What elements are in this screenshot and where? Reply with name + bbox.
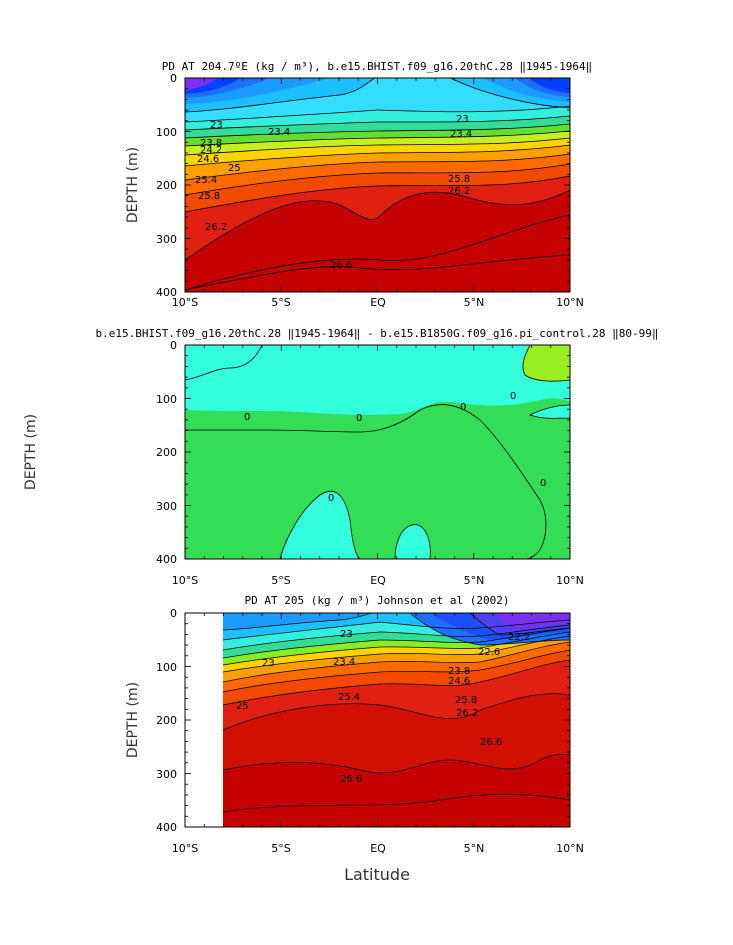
- panel-3-xlabel: Latitude: [344, 865, 410, 884]
- p3-label-22-2: 22.2: [508, 632, 530, 643]
- p1-label-24-6: 24.6: [197, 154, 219, 165]
- p3-ytick-200: 200: [156, 714, 177, 727]
- p3-label-25-8: 25.8: [455, 695, 477, 706]
- p3-xtick-eq: EQ: [370, 842, 386, 855]
- panel-2-difference: 0 0 0 0 0 0 b.e15.BHIST.f09_g16.20thC.28…: [23, 327, 658, 587]
- panel-3-contour-labels: 22.2 22.6 23 23 23.4 23.8 24.6 25 25.4 2…: [236, 629, 530, 785]
- p1-ytick-300: 300: [156, 233, 177, 246]
- p2-xtick-5s: 5°S: [271, 574, 290, 587]
- p3-ytick-100: 100: [156, 661, 177, 674]
- panel-3-contour-fill: [185, 613, 570, 827]
- p3-label-22-6: 22.6: [478, 647, 500, 658]
- p1-ytick-100: 100: [156, 126, 177, 139]
- p2-label-0-d: 0: [510, 391, 516, 402]
- p3-label-26-6-a: 26.6: [480, 737, 502, 748]
- panel-3-title: PD AT 205 (kg / m³) Johnson et al (2002): [245, 594, 510, 607]
- p2-label-0-f: 0: [328, 493, 334, 504]
- p2-label-0-c: 0: [460, 402, 466, 413]
- p1-label-25-8-right: 25.8: [448, 174, 470, 185]
- p2-xtick-10n: 10°N: [556, 574, 584, 587]
- p1-xtick-10n: 10°N: [556, 296, 584, 309]
- p3-label-26-2: 26.2: [456, 708, 478, 719]
- p2-ytick-200: 200: [156, 446, 177, 459]
- p1-label-25-8: 25.8: [198, 191, 220, 202]
- p1-xtick-5n: 5°N: [464, 296, 485, 309]
- p2-xtick-10s: 10°S: [172, 574, 198, 587]
- p1-ytick-200: 200: [156, 179, 177, 192]
- p2-label-0-b: 0: [356, 413, 362, 424]
- p1-ytick-400: 400: [156, 286, 177, 299]
- p3-label-23-a: 23: [340, 629, 353, 640]
- p3-label-26-6-b: 26.6: [340, 774, 362, 785]
- p2-ytick-0: 0: [170, 339, 177, 352]
- p3-xtick-10s: 10°S: [172, 842, 198, 855]
- p3-label-23-b: 23: [262, 658, 275, 669]
- panel-3-y-ticks: 0 100 200 300 400: [156, 607, 177, 834]
- p2-label-0-a: 0: [244, 412, 250, 423]
- p3-ytick-0: 0: [170, 607, 177, 620]
- panel-2-contour-fill: [185, 345, 570, 559]
- panel-2-contour-labels: 0 0 0 0 0 0: [244, 391, 546, 504]
- p3-ytick-300: 300: [156, 768, 177, 781]
- panel-1-model-density: 23 23.4 23.8 24.2 24.6 25 25.4 25.8 26.2…: [125, 60, 592, 309]
- panel-1-contour-lines: [185, 78, 570, 291]
- p3-label-25: 25: [236, 701, 249, 712]
- p2-label-0-e: 0: [540, 478, 546, 489]
- panel-1-y-ticks: 0 100 200 300 400: [156, 72, 177, 299]
- p1-label-23-8: 23.8: [200, 138, 222, 149]
- p2-xtick-5n: 5°N: [464, 574, 485, 587]
- axis-tick-marks: [184, 77, 571, 828]
- p1-label-23-4: 23.4: [268, 127, 290, 138]
- p2-xtick-eq: EQ: [370, 574, 386, 587]
- p3-label-24-6: 24.6: [448, 676, 470, 687]
- p3-label-23-8: 23.8: [448, 666, 470, 677]
- panel-3-observed-density: 22.2 22.6 23 23 23.4 23.8 24.6 25 25.4 2…: [125, 594, 584, 884]
- p1-label-25-4: 25.4: [195, 175, 217, 186]
- panel-2-x-ticks: 10°S 5°S EQ 5°N 10°N: [172, 574, 584, 587]
- p1-label-26-2: 26.2: [205, 222, 227, 233]
- panel-1-contour-fill: [185, 78, 570, 292]
- panel-2-title: b.e15.BHIST.f09_g16.20thC.28 ‖1945-1964‖…: [96, 327, 659, 340]
- panel-2-y-ticks: 0 100 200 300 400: [156, 339, 177, 566]
- p1-label-24-2: 24.2: [200, 145, 222, 156]
- p1-label-26-6: 26.6: [330, 260, 352, 271]
- panel-3-x-ticks: 10°S 5°S EQ 5°N 10°N: [172, 842, 584, 855]
- p1-label-23-right: 23: [456, 114, 469, 125]
- panel-1-contour-labels: 23 23.4 23.8 24.2 24.6 25 25.4 25.8 26.2…: [195, 114, 472, 271]
- p2-ytick-300: 300: [156, 500, 177, 513]
- p2-ytick-400: 400: [156, 553, 177, 566]
- panel-3-contour-lines: [222, 613, 570, 813]
- panel-2-ylabel: DEPTH (m): [23, 414, 39, 490]
- p1-ytick-0: 0: [170, 72, 177, 85]
- panel-1-ylabel: DEPTH (m): [125, 147, 141, 223]
- p1-label-25: 25: [228, 163, 241, 174]
- p1-xtick-10s: 10°S: [172, 296, 198, 309]
- p3-ytick-400: 400: [156, 821, 177, 834]
- p1-label-23-4-right: 23.4: [450, 129, 472, 140]
- p1-label-23: 23: [210, 120, 223, 131]
- p3-label-25-4: 25.4: [338, 692, 360, 703]
- p3-xtick-5s: 5°S: [271, 842, 290, 855]
- p1-label-26-2-right: 26.2: [448, 186, 470, 197]
- p2-ytick-100: 100: [156, 393, 177, 406]
- p3-xtick-10n: 10°N: [556, 842, 584, 855]
- panel-1-title: PD AT 204.7ºE (kg / m³), b.e15.BHIST.f09…: [162, 60, 592, 73]
- panel-1-x-ticks: 10°S 5°S EQ 5°N 10°N: [172, 296, 584, 309]
- p1-xtick-eq: EQ: [370, 296, 386, 309]
- p3-label-23-4: 23.4: [333, 657, 355, 668]
- panel-2-contour-lines: [185, 345, 570, 559]
- p1-xtick-5s: 5°S: [271, 296, 290, 309]
- p3-xtick-5n: 5°N: [464, 842, 485, 855]
- panel-3-ylabel: DEPTH (m): [125, 682, 141, 758]
